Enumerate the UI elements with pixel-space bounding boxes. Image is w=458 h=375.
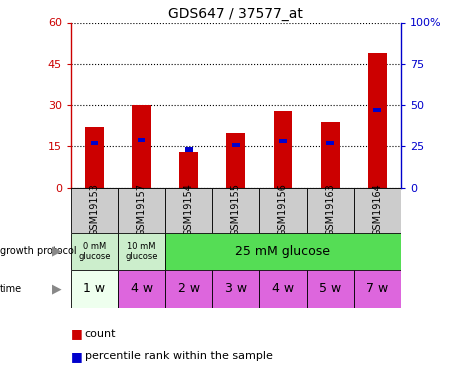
Bar — [118, 188, 165, 232]
Bar — [132, 105, 151, 188]
Text: GSM19156: GSM19156 — [278, 184, 288, 237]
Text: 2 w: 2 w — [178, 282, 200, 295]
Bar — [91, 141, 98, 145]
Bar — [138, 138, 146, 142]
Bar — [368, 53, 387, 188]
Bar — [232, 142, 240, 147]
Bar — [279, 139, 287, 143]
Bar — [306, 188, 354, 232]
Bar — [326, 141, 334, 145]
Bar — [85, 127, 104, 188]
Bar — [165, 188, 213, 232]
Text: 25 mM glucose: 25 mM glucose — [235, 245, 331, 258]
Text: GSM19153: GSM19153 — [90, 184, 99, 237]
Bar — [180, 152, 198, 188]
Title: GDS647 / 37577_at: GDS647 / 37577_at — [169, 8, 303, 21]
Text: GSM19154: GSM19154 — [184, 184, 194, 237]
Bar — [118, 232, 165, 270]
Text: count: count — [85, 329, 116, 339]
Text: GSM19164: GSM19164 — [372, 184, 382, 236]
Bar — [213, 270, 259, 308]
Bar — [259, 188, 306, 232]
Text: ▶: ▶ — [52, 245, 62, 258]
Bar — [185, 147, 192, 152]
Bar — [259, 270, 306, 308]
Bar — [354, 188, 401, 232]
Text: GSM19163: GSM19163 — [325, 184, 335, 236]
Bar — [165, 232, 401, 270]
Text: percentile rank within the sample: percentile rank within the sample — [85, 351, 273, 361]
Bar — [213, 188, 259, 232]
Bar — [118, 270, 165, 308]
Bar — [273, 111, 292, 188]
Bar — [165, 270, 213, 308]
Text: 4 w: 4 w — [131, 282, 153, 295]
Text: time: time — [0, 284, 22, 294]
Text: ▶: ▶ — [52, 282, 62, 295]
Text: growth protocol: growth protocol — [0, 246, 76, 256]
Bar — [71, 232, 118, 270]
Text: 0 mM
glucose: 0 mM glucose — [78, 242, 111, 261]
Text: GSM19155: GSM19155 — [231, 183, 241, 237]
Bar — [373, 108, 381, 112]
Bar — [71, 188, 118, 232]
Text: GSM19157: GSM19157 — [136, 183, 147, 237]
Bar — [226, 132, 245, 188]
Text: 1 w: 1 w — [83, 282, 106, 295]
Text: ■: ■ — [71, 350, 83, 363]
Bar — [306, 270, 354, 308]
Bar — [354, 270, 401, 308]
Bar — [321, 122, 339, 188]
Text: 5 w: 5 w — [319, 282, 341, 295]
Bar — [71, 270, 118, 308]
Text: 10 mM
glucose: 10 mM glucose — [125, 242, 158, 261]
Text: 4 w: 4 w — [272, 282, 294, 295]
Text: 3 w: 3 w — [225, 282, 247, 295]
Text: ■: ■ — [71, 327, 83, 340]
Text: 7 w: 7 w — [366, 282, 388, 295]
